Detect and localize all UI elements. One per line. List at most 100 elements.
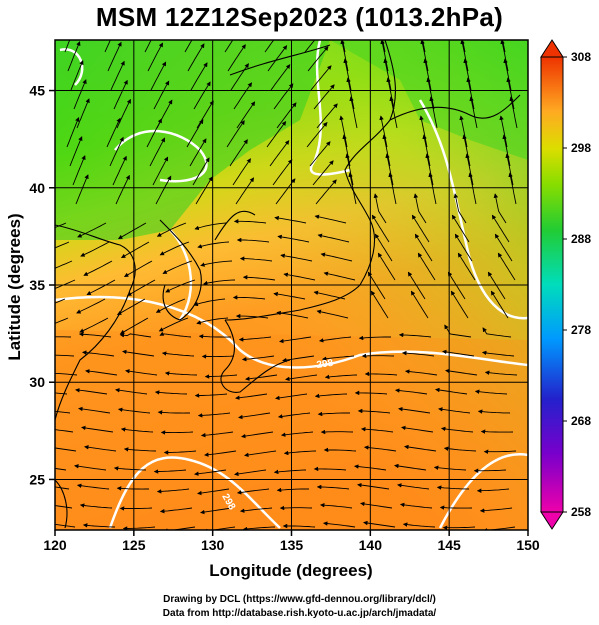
streamline: [484, 370, 518, 376]
streamline: [195, 176, 213, 205]
streamline: [283, 450, 317, 456]
streamline: [429, 96, 438, 129]
streamline: [66, 117, 80, 148]
x-tick-label: 130: [201, 537, 225, 553]
streamline: [420, 40, 429, 72]
streamline: [187, 43, 205, 72]
streamline: [354, 390, 388, 396]
streamline: [314, 214, 347, 224]
streamline: [313, 466, 347, 472]
streamline: [269, 140, 290, 167]
streamline: [459, 115, 468, 148]
streamline: [401, 350, 435, 357]
streamline: [83, 260, 113, 276]
streamline: [119, 333, 152, 338]
colorbar-label: 288: [571, 232, 591, 246]
streamline: [444, 324, 472, 338]
contour-lines: [55, 40, 528, 529]
streamline: [55, 279, 76, 289]
streamline: [473, 468, 507, 473]
streamline: [75, 387, 108, 395]
streamline: [153, 80, 170, 110]
streamline: [345, 153, 354, 186]
streamline: [122, 526, 156, 530]
streamline: [316, 309, 349, 319]
streamline: [244, 450, 277, 458]
streamline: [342, 134, 351, 167]
colorbar-label: 298: [571, 141, 591, 155]
streamline: [241, 431, 274, 439]
streamline: [389, 96, 398, 129]
streamline: [317, 411, 350, 417]
streamline: [465, 153, 474, 186]
x-tick-label: 140: [359, 537, 383, 553]
streamline: [55, 317, 69, 324]
streamline: [394, 463, 427, 471]
streamline: [119, 506, 153, 511]
streamline: [503, 58, 512, 91]
streamline: [273, 469, 307, 475]
y-tick-label: 35: [29, 277, 45, 293]
streamline: [274, 215, 307, 224]
streamline: [435, 387, 468, 395]
streamline: [78, 406, 111, 414]
streamline: [201, 354, 235, 359]
streamline: [194, 393, 228, 398]
streamline: [55, 222, 67, 228]
streamline: [245, 374, 278, 382]
streamline: [398, 332, 432, 338]
streamline: [413, 193, 427, 224]
credit-data: Data from http://database.rish.kyoto-u.a…: [162, 608, 437, 619]
streamline: [500, 40, 509, 72]
x-tick-label: 150: [516, 537, 540, 553]
streamline: [239, 256, 273, 262]
streamline: [399, 502, 433, 509]
streamline: [75, 174, 89, 205]
streamline: [313, 290, 346, 300]
streamline: [81, 425, 114, 433]
streamline: [197, 412, 231, 418]
streamline: [468, 172, 477, 205]
streamline: [476, 488, 510, 493]
streamline: [146, 118, 162, 148]
streamline: [410, 290, 429, 319]
streamline: [236, 237, 270, 243]
streamline: [323, 447, 357, 453]
streamline: [122, 349, 155, 357]
streamline: [116, 298, 146, 315]
streamline: [483, 449, 517, 454]
streamline: [73, 79, 87, 110]
streamline: [491, 214, 510, 243]
streamline: [76, 98, 90, 129]
streamline: [197, 488, 230, 496]
streamline: [373, 193, 387, 224]
streamline: [200, 507, 233, 515]
streamline: [155, 298, 186, 313]
streamline: [193, 298, 226, 307]
streamline: [463, 58, 472, 91]
streamline: [120, 427, 154, 433]
streamline: [283, 272, 316, 281]
streamline: [493, 193, 507, 224]
streamline: [401, 425, 434, 433]
streamline: [273, 291, 306, 300]
streamline: [306, 122, 328, 148]
streamline: [159, 331, 192, 338]
streamline: [482, 327, 512, 338]
streamline: [117, 222, 147, 239]
streamline: [310, 65, 332, 91]
streamline: [398, 406, 431, 414]
streamline: [163, 526, 196, 530]
streamline: [123, 260, 153, 277]
streamline: [107, 41, 122, 72]
streamline: [77, 222, 107, 238]
streamline: [343, 58, 352, 91]
streamline: [158, 317, 189, 332]
streamline: [204, 374, 238, 379]
streamline: [440, 426, 474, 433]
wind-streamlines: [55, 40, 518, 530]
streamline: [235, 177, 255, 205]
streamline: [267, 45, 288, 72]
streamline: [386, 77, 395, 110]
streamline: [276, 102, 297, 129]
